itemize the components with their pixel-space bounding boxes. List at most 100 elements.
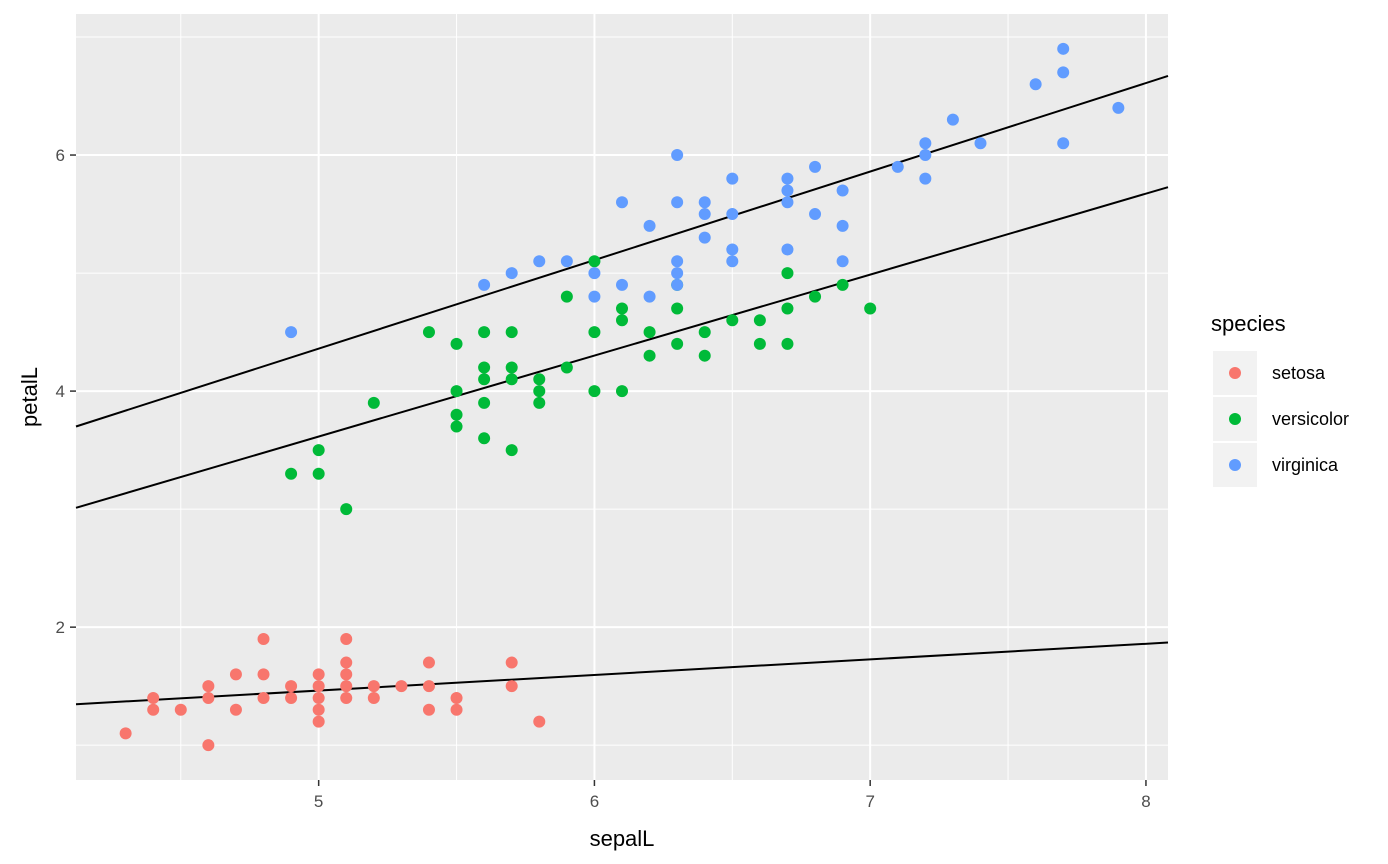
point-versicolor	[505, 361, 518, 374]
point-versicolor	[781, 302, 794, 315]
x-tick-label: 8	[1141, 792, 1150, 811]
point-virginica	[671, 255, 684, 268]
point-setosa	[422, 656, 435, 669]
point-virginica	[726, 172, 739, 185]
point-versicolor	[450, 408, 463, 421]
fit-line-virginica	[75, 75, 1169, 428]
point-versicolor	[533, 396, 546, 409]
point-setosa	[340, 680, 353, 693]
point-setosa	[229, 703, 242, 716]
point-virginica	[781, 184, 794, 197]
point-virginica	[616, 196, 628, 209]
point-virginica	[1057, 66, 1070, 79]
point-versicolor	[478, 361, 491, 374]
point-versicolor	[505, 326, 518, 339]
point-versicolor	[616, 314, 628, 327]
point-versicolor	[809, 290, 822, 303]
point-virginica	[919, 149, 932, 162]
point-virginica	[478, 278, 491, 291]
point-virginica	[505, 267, 518, 280]
point-virginica	[560, 255, 573, 268]
point-versicolor	[450, 337, 463, 350]
point-setosa	[505, 680, 518, 693]
point-versicolor	[864, 302, 877, 315]
point-virginica	[671, 149, 684, 162]
point-versicolor	[836, 278, 849, 291]
point-setosa	[202, 680, 215, 693]
point-setosa	[229, 668, 242, 681]
point-setosa	[257, 668, 270, 681]
point-versicolor	[698, 326, 711, 339]
legend-label-setosa: setosa	[1272, 363, 1326, 383]
point-virginica	[1112, 101, 1125, 114]
point-setosa	[340, 691, 353, 704]
y-axis-title: petalL	[17, 367, 42, 427]
y-axis: 2 4 6	[56, 146, 76, 637]
point-setosa	[450, 703, 463, 716]
legend: species setosa versicolor virginica	[1211, 311, 1349, 487]
point-setosa	[202, 739, 215, 752]
x-tick-label: 6	[590, 792, 599, 811]
point-virginica	[698, 208, 711, 221]
point-virginica	[671, 196, 684, 209]
point-virginica	[671, 267, 684, 280]
point-setosa	[340, 656, 353, 669]
point-setosa	[395, 680, 408, 693]
legend-dot-setosa	[1229, 367, 1241, 379]
point-setosa	[285, 680, 298, 693]
regression-lines	[75, 75, 1169, 706]
legend-label-virginica: virginica	[1272, 455, 1339, 475]
point-setosa	[312, 680, 325, 693]
point-virginica	[726, 255, 739, 268]
point-versicolor	[450, 420, 463, 433]
point-versicolor	[478, 373, 491, 386]
point-versicolor	[753, 337, 766, 350]
point-setosa	[174, 703, 187, 716]
point-versicolor	[478, 326, 491, 339]
point-setosa	[367, 680, 380, 693]
point-virginica	[698, 231, 711, 244]
point-virginica	[836, 255, 849, 268]
legend-dot-versicolor	[1229, 413, 1241, 425]
point-setosa	[340, 668, 353, 681]
point-virginica	[809, 208, 822, 221]
point-versicolor	[422, 326, 435, 339]
point-versicolor	[643, 326, 656, 339]
fit-line-versicolor	[75, 186, 1169, 509]
point-setosa	[422, 703, 435, 716]
point-setosa	[119, 727, 132, 740]
point-virginica	[726, 208, 739, 221]
point-virginica	[781, 243, 794, 256]
point-setosa	[312, 703, 325, 716]
point-virginica	[643, 219, 656, 232]
point-versicolor	[726, 314, 739, 327]
point-setosa	[147, 691, 160, 704]
x-axis: 5 6 7 8	[314, 780, 1151, 811]
point-virginica	[726, 243, 739, 256]
x-tick-label: 7	[865, 792, 874, 811]
point-virginica	[588, 290, 601, 303]
point-virginica	[1029, 78, 1042, 91]
point-setosa	[285, 691, 298, 704]
point-setosa	[505, 656, 518, 669]
point-virginica	[285, 326, 298, 339]
point-setosa	[312, 715, 325, 728]
point-versicolor	[367, 396, 380, 409]
point-virginica	[781, 172, 794, 185]
point-versicolor	[781, 337, 794, 350]
point-versicolor	[560, 290, 573, 303]
point-versicolor	[698, 349, 711, 362]
point-virginica	[616, 278, 628, 291]
point-versicolor	[450, 385, 463, 398]
point-versicolor	[671, 337, 684, 350]
point-virginica	[643, 290, 656, 303]
point-setosa	[340, 632, 353, 645]
point-setosa	[422, 680, 435, 693]
legend-label-versicolor: versicolor	[1272, 409, 1349, 429]
point-versicolor	[533, 385, 546, 398]
point-versicolor	[312, 467, 325, 480]
point-virginica	[698, 196, 711, 209]
point-virginica	[809, 160, 822, 173]
x-axis-title: sepalL	[590, 826, 655, 851]
